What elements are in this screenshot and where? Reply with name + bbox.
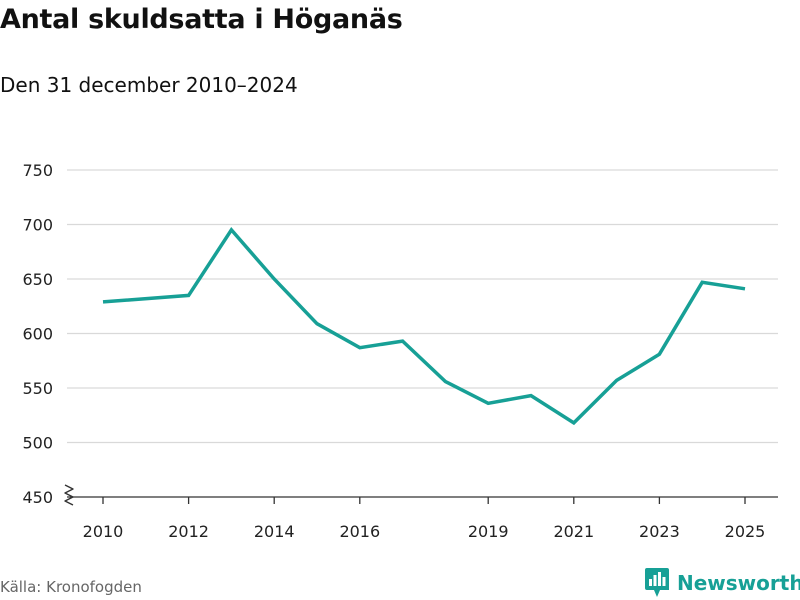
y-tick-label: 700 bbox=[22, 216, 53, 235]
x-tick-label: 2014 bbox=[254, 522, 295, 541]
brand-name: Newsworthy bbox=[677, 571, 800, 595]
x-ticks bbox=[102, 497, 746, 504]
x-tick-label: 2021 bbox=[553, 522, 594, 541]
chart-subtitle: Den 31 december 2010–2024 bbox=[0, 73, 298, 97]
y-tick-labels: 450 500 550 600 650 700 750 bbox=[22, 161, 53, 507]
x-tick-label: 2019 bbox=[468, 522, 509, 541]
y-tick-label: 650 bbox=[22, 270, 53, 289]
newsworthy-icon bbox=[645, 568, 669, 597]
axis-break-icon bbox=[64, 484, 74, 506]
series-points bbox=[101, 228, 747, 425]
x-tick-label: 2025 bbox=[725, 522, 766, 541]
y-tick-label: 450 bbox=[22, 488, 53, 507]
brand-logo: Newsworthy bbox=[645, 568, 800, 598]
x-tick-label: 2010 bbox=[83, 522, 124, 541]
chart-title: Antal skuldsatta i Höganäs bbox=[0, 4, 403, 35]
x-tick-label: 2016 bbox=[339, 522, 380, 541]
series-line bbox=[102, 227, 746, 426]
y-tick-label: 600 bbox=[22, 325, 53, 344]
x-tick-labels: 2010 2012 2014 2016 2019 2021 2023 2025 bbox=[83, 522, 766, 541]
y-tick-label: 750 bbox=[22, 161, 53, 180]
source-note: Källa: Kronofogden bbox=[0, 578, 142, 596]
y-tick-label: 550 bbox=[22, 379, 53, 398]
y-tick-label: 500 bbox=[22, 434, 53, 453]
x-tick-label: 2023 bbox=[639, 522, 680, 541]
x-tick-label: 2012 bbox=[168, 522, 209, 541]
y-gridlines bbox=[67, 169, 778, 444]
